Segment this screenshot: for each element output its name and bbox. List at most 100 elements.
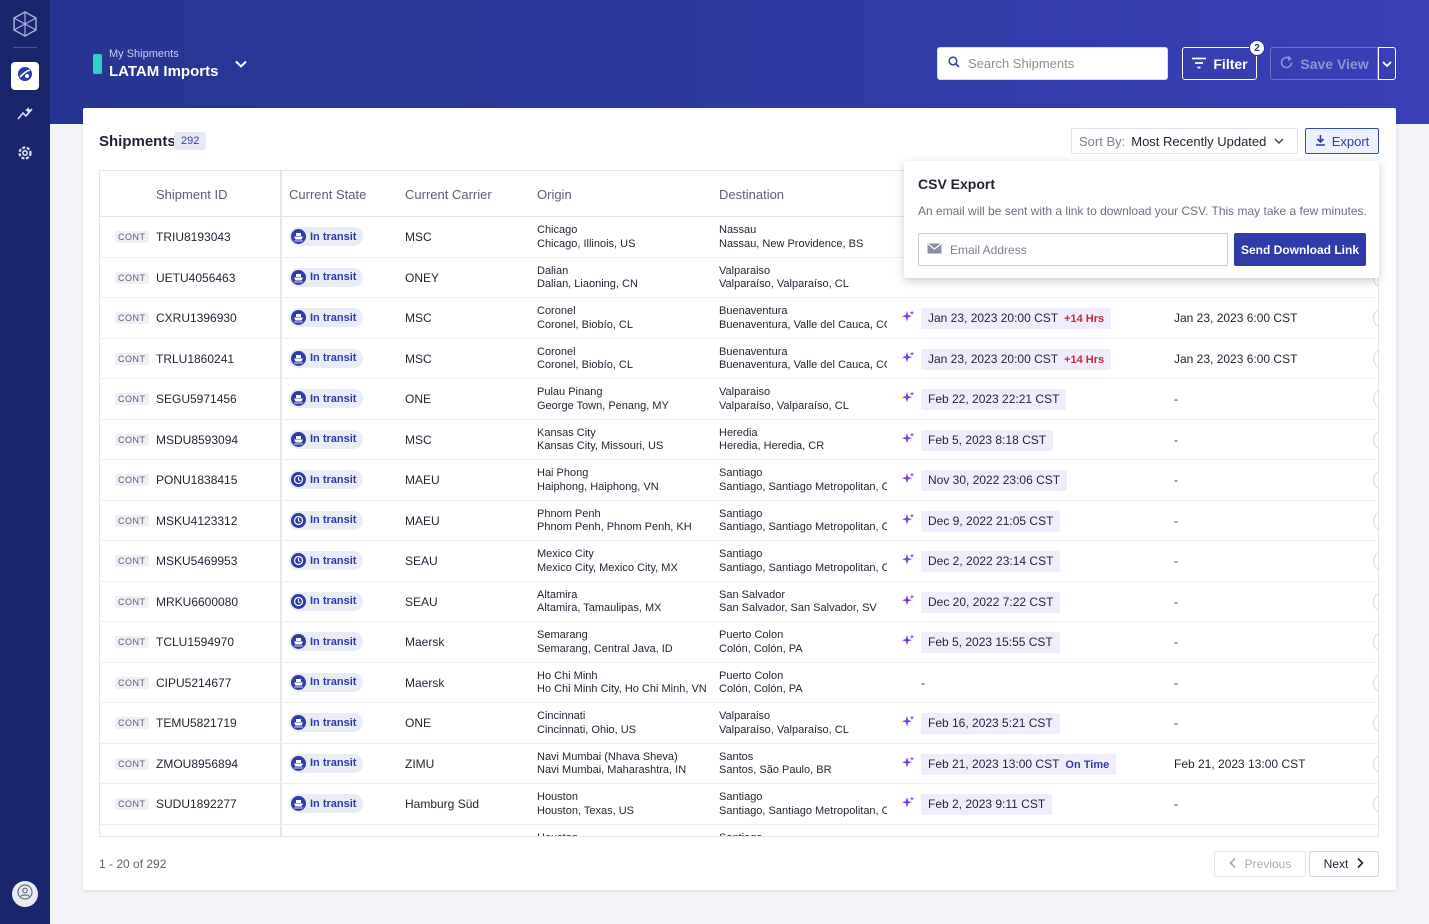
status-badge: In transit	[289, 551, 364, 570]
table-row[interactable]: CONT CXRU1396930 In transit MSC Coronel Coron…	[100, 298, 1378, 339]
app-logo-icon[interactable]	[12, 11, 38, 37]
user-avatar[interactable]	[12, 881, 38, 907]
shipment-id[interactable]: SUDU1892277	[156, 797, 237, 811]
predicted-eta-value: Nov 30, 2022 23:06 CST	[928, 473, 1061, 487]
destination: San Salvador San Salvador, San Salvador, …	[719, 589, 887, 616]
origin-full: Haiphong, Haiphong, VN	[537, 480, 659, 493]
destination-full: Nassau, New Providence, BS	[719, 237, 864, 250]
table-row[interactable]: CONT MSKU4123312 In transit MAEU Phnom Penh P…	[100, 501, 1378, 541]
destination: Puerto Colon Colón, Colón, PA	[719, 629, 887, 656]
table-row[interactable]: CONT MSDU8593094 In transit MSC Kansas City K…	[100, 420, 1378, 460]
column-header-current-state[interactable]: Current State	[289, 187, 367, 202]
destination: Buenaventura Buenaventura, Valle del Cauc…	[719, 305, 887, 332]
status-badge: In transit	[289, 348, 364, 368]
table-row[interactable]: Houston Santiago	[100, 825, 1378, 836]
row-action-button[interactable]	[1373, 591, 1378, 612]
row-action-button[interactable]	[1373, 551, 1378, 571]
view-selector-chevron-down-icon[interactable]	[234, 57, 248, 76]
next-page-button[interactable]: Next	[1309, 851, 1379, 877]
row-action-button[interactable]	[1373, 834, 1378, 836]
origin-full: Phnom Penh, Phnom Penh, KH	[537, 521, 692, 533]
origin-full: Navi Mumbai, Maharashtra, IN	[537, 764, 687, 776]
destination-full: Santiago, Santiago Metropolitan, CL	[719, 480, 887, 493]
shipment-id[interactable]: UETU4056463	[156, 270, 236, 285]
search-box[interactable]	[937, 47, 1168, 80]
predicted-eta: Jan 23, 2023 20:00 CST +14 Hrs	[921, 308, 1112, 329]
sidebar-item-shipments[interactable]	[11, 62, 39, 90]
destination-full: Colón, Colón, PA	[719, 683, 803, 695]
row-action-button[interactable]	[1373, 713, 1378, 733]
table-row[interactable]: CONT TCLU1594970 In transit Maersk Semarang S…	[100, 622, 1378, 663]
save-view-button[interactable]: Save View	[1270, 47, 1378, 80]
view-title[interactable]: LATAM Imports	[109, 63, 219, 80]
search-input[interactable]	[968, 56, 1158, 71]
original-eta: -	[1174, 797, 1178, 811]
row-action-button[interactable]	[1373, 794, 1378, 814]
row-action-button[interactable]	[1373, 389, 1378, 409]
shipment-id[interactable]: TEMU5821719	[156, 716, 237, 730]
shipment-id[interactable]: CXRU1396930	[156, 311, 237, 325]
table-row[interactable]: CONT ZMOU8956894 In transit ZIMU Navi Mumbai…	[100, 744, 1378, 784]
shipment-id[interactable]: MRKU6600080	[156, 594, 239, 609]
shipment-id[interactable]: MSKU5469953	[156, 554, 238, 568]
sort-select[interactable]: Sort By: Most Recently Updated	[1071, 128, 1298, 154]
original-eta: -	[1174, 635, 1178, 649]
row-action-button[interactable]	[1373, 470, 1378, 490]
shipment-id[interactable]: TCLU1594970	[156, 635, 235, 649]
destination-city: Nassau	[719, 224, 757, 236]
row-action-button[interactable]	[1373, 510, 1378, 531]
table-row[interactable]: CONT SEGU5971456 In transit ONE Pulau Pinang…	[100, 379, 1378, 420]
destination-city: Valparaiso	[719, 710, 771, 722]
table-row[interactable]: CONT TRIU8193043 In transit MSC Chicago Chica…	[100, 217, 1378, 258]
email-input[interactable]	[950, 242, 1220, 257]
predicted-eta-value: Feb 22, 2023 22:21 CST	[928, 392, 1060, 406]
table-row[interactable]: CONT SUDU1892277 In transit Hamburg Süd Hous…	[100, 784, 1378, 825]
save-view-dropdown[interactable]	[1378, 47, 1396, 80]
table-row[interactable]: CONT UETU4056463 In transit ONEY Dalian Dalia…	[100, 258, 1378, 298]
row-action-button[interactable]	[1373, 632, 1378, 652]
shipment-id[interactable]: SEGU5971456	[156, 392, 237, 406]
email-field[interactable]	[918, 233, 1228, 266]
table-row[interactable]: CONT TEMU5821719 In transit ONE Cincinnati Ci…	[100, 703, 1378, 744]
status-badge: In transit	[289, 429, 364, 449]
row-action-button[interactable]	[1373, 308, 1378, 328]
column-header-current-carrier[interactable]: Current Carrier	[405, 187, 492, 202]
sidebar-item-settings[interactable]	[11, 141, 39, 169]
column-header-shipment-id[interactable]: Shipment ID	[156, 187, 228, 202]
carrier: MSC	[405, 311, 432, 325]
row-action-button[interactable]	[1373, 753, 1378, 774]
filter-button[interactable]: Filter	[1182, 47, 1257, 80]
row-action-button[interactable]	[1373, 672, 1378, 693]
clock-icon	[291, 593, 306, 609]
origin-city: Phnom Penh	[537, 507, 601, 520]
column-header-origin[interactable]: Origin	[537, 187, 572, 202]
ship-icon	[291, 269, 306, 285]
origin-city: Kansas City	[537, 426, 596, 439]
table-row[interactable]: CONT PONU1838415 In transit MAEU Hai Phong Ha…	[100, 460, 1378, 501]
status-badge: In transit	[289, 470, 364, 489]
shipment-id[interactable]: MSDU8593094	[156, 432, 239, 447]
shipment-id[interactable]: PONU1838415	[156, 473, 238, 487]
send-download-link-button[interactable]: Send Download Link	[1234, 233, 1366, 266]
previous-page-button[interactable]: Previous	[1214, 851, 1306, 877]
destination-city: Valparaiso	[719, 264, 771, 277]
shipment-id[interactable]: CIPU5214677	[156, 675, 232, 690]
table-row[interactable]: CONT CIPU5214677 In transit Maersk Ho Chi Mi…	[100, 663, 1378, 703]
eta-delay: +14 Hrs	[1064, 313, 1105, 325]
origin-city: Coronel	[537, 305, 576, 317]
table-row[interactable]: CONT TRLU1860241 In transit MSC Coronel Coron…	[100, 339, 1378, 379]
column-header-destination[interactable]: Destination	[719, 187, 785, 202]
origin-full: Dalian, Liaoning, CN	[537, 278, 638, 290]
row-action-button[interactable]	[1373, 348, 1378, 369]
table-row[interactable]: CONT MRKU6600080 In transit SEAU Altamira Alt…	[100, 582, 1378, 622]
export-button[interactable]: Export	[1305, 128, 1379, 154]
shipment-id[interactable]: TRIU8193043	[156, 230, 231, 244]
sidebar-item-analytics[interactable]	[11, 102, 39, 130]
table-row[interactable]: CONT MSKU5469953 In transit SEAU Mexico City…	[100, 541, 1378, 582]
destination-full: Santiago, Santiago Metropolitan, CL	[719, 521, 887, 533]
shipment-id[interactable]: MSKU4123312	[156, 513, 238, 528]
shipment-id[interactable]: TRLU1860241	[156, 351, 235, 366]
row-action-button[interactable]	[1373, 429, 1378, 450]
destination: Nassau Nassau, New Providence, BS	[719, 224, 887, 251]
shipment-id[interactable]: ZMOU8956894	[156, 756, 239, 771]
